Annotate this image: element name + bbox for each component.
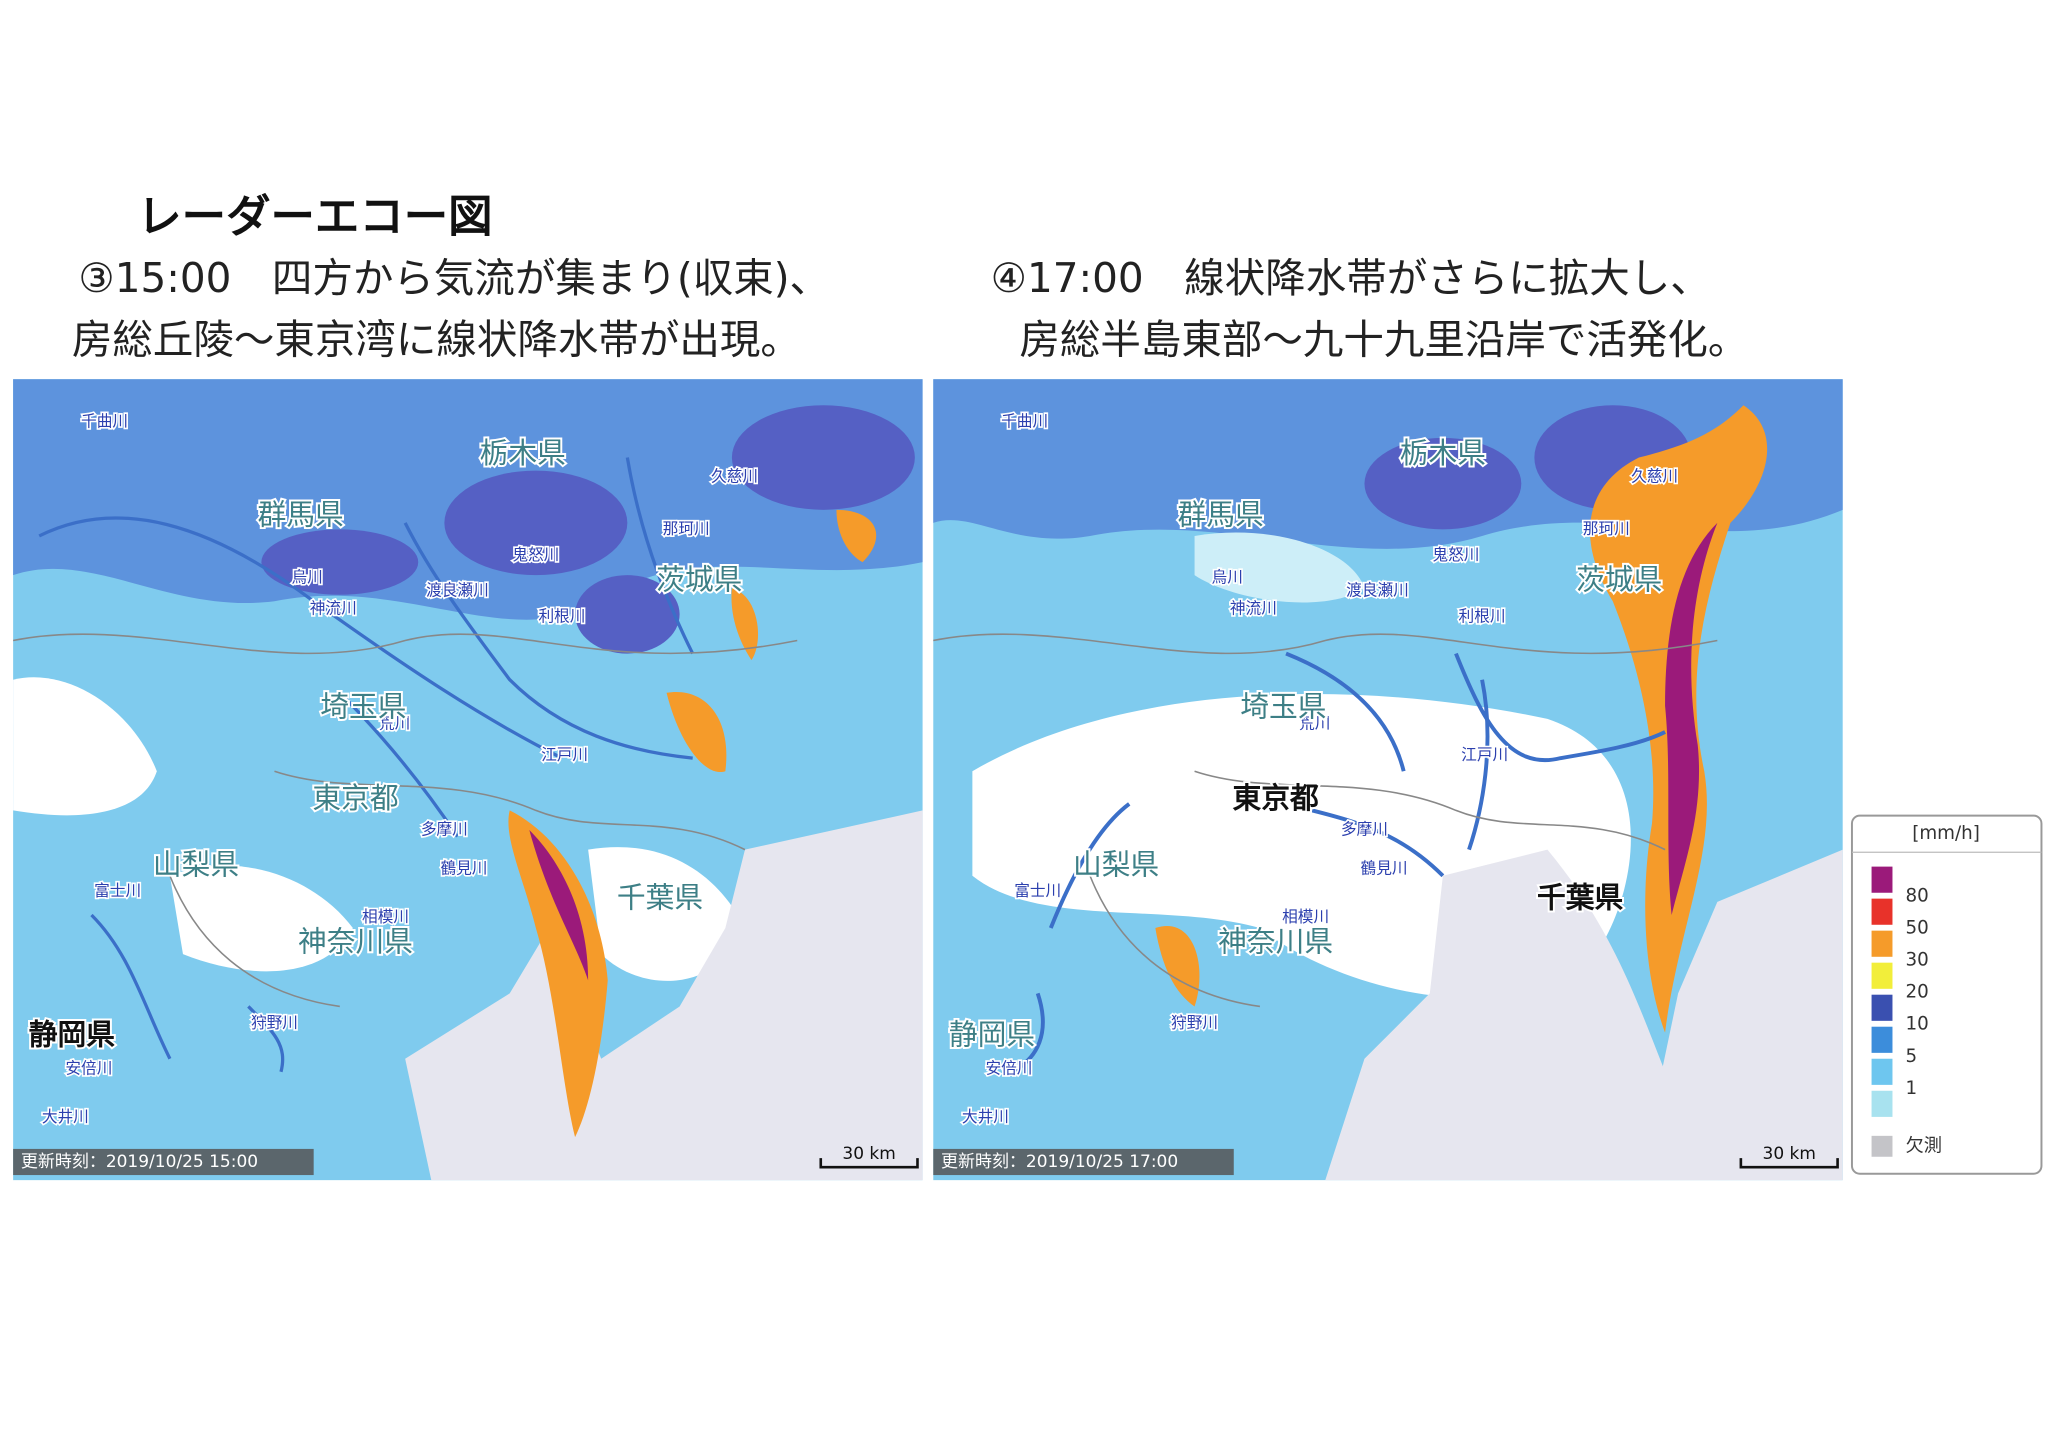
river-label: 荒川 [379,714,410,733]
legend-swatch [1871,866,1893,893]
river-label: 大井川 [42,1107,89,1126]
river-label: 渡良瀬川 [426,580,489,599]
caption: ④17:00 線状降水帯がさらに拡大し、 [991,254,1711,302]
legend-swatch [1871,1090,1893,1117]
legend-label: 20 [1906,982,1929,1003]
prefecture-label: 山梨県 [153,848,239,882]
prefecture-label: 東京都 [312,781,398,815]
timestamp: 更新時刻：2019/10/25 17:00 [941,1152,1178,1172]
prefecture-label: 群馬県 [257,497,343,531]
legend-swatch [1871,930,1893,957]
river-label: 江戸川 [541,745,588,764]
prefecture-label: 茨城県 [656,563,742,597]
river-label: 神流川 [1230,599,1277,618]
river-label: 相模川 [1282,907,1329,926]
prefecture-label: 千葉県 [617,880,703,914]
river-label: 渡良瀬川 [1346,580,1409,599]
legend-swatch [1871,1135,1893,1157]
prefecture-label: 千葉県 [1537,880,1624,914]
prefecture-label: 茨城県 [1576,563,1662,597]
river-label: 久慈川 [711,467,758,486]
legend-swatch [1871,898,1893,925]
legend-label: 5 [1906,1046,1918,1067]
legend-label: 10 [1906,1014,1929,1035]
river-label: 多摩川 [1341,820,1388,839]
prefecture-label: 埼玉県 [1240,689,1326,723]
river-label: 烏川 [291,567,322,586]
prefecture-label: 栃木県 [1400,436,1486,470]
legend-swatch [1871,1058,1893,1085]
prefecture-label: 山梨県 [1073,848,1159,882]
river-label: 安倍川 [985,1059,1032,1078]
river-label: 狩野川 [1171,1013,1218,1032]
scale-bar [1739,1158,1839,1169]
prefecture-label: 東京都 [1232,781,1319,815]
caption: ③15:00 四方から気流が集まり(収束)、 [78,254,830,302]
prefecture-label: 栃木県 [480,436,566,470]
title: レーダーエコー図 [137,192,492,243]
prefecture-label: 神奈川県 [298,925,413,959]
legend-label: 1 [1906,1078,1918,1099]
prefecture-label: 神奈川県 [1218,925,1333,959]
prefecture-label: 静岡県 [949,1018,1035,1052]
prefecture-label: 静岡県 [29,1018,115,1052]
legend: [mm/h] 80 50 30 20 10 5 1 欠測 [1850,814,2043,1175]
legend-label: 欠測 [1906,1135,1943,1156]
legend-swatch [1871,962,1893,989]
timestamp-box [933,1148,1234,1176]
river-label: 富士川 [94,881,141,900]
river-label: 久慈川 [1631,467,1678,486]
river-label: 多摩川 [421,820,468,839]
legend-swatch [1871,1026,1893,1053]
timestamp-box [13,1148,314,1176]
river-label: 鬼怒川 [1432,545,1479,564]
prefecture-label: 埼玉県 [320,689,406,723]
river-label: 安倍川 [65,1059,112,1078]
river-label: 狩野川 [251,1013,298,1032]
caption: 房総丘陵〜東京湾に線状降水帯が出現。 [72,316,801,364]
river-label: 富士川 [1014,881,1061,900]
legend-label: 80 [1906,886,1929,907]
prefecture-label: 群馬県 [1178,497,1264,531]
river-label: 荒川 [1299,714,1330,733]
river-label: 那珂川 [1583,519,1630,538]
river-label: 千曲川 [1001,412,1048,431]
scale-label: 30 km [842,1144,895,1164]
legend-swatch [1871,994,1893,1021]
timestamp: 更新時刻：2019/10/25 15:00 [21,1152,258,1172]
river-label: 江戸川 [1461,745,1508,764]
river-label: 利根川 [538,606,585,625]
legend-label: 30 [1906,950,1929,971]
river-label: 鶴見川 [440,859,487,878]
river-label: 鬼怒川 [512,545,559,564]
legend-title: [mm/h] [1912,823,1980,844]
river-label: 那珂川 [663,519,710,538]
river-label: 鶴見川 [1361,859,1408,878]
caption: 房総半島東部〜九十九里沿岸で活発化。 [1019,316,1748,364]
legend-label: 50 [1906,918,1929,939]
scale-label: 30 km [1763,1144,1816,1164]
river-label: 利根川 [1459,606,1506,625]
scale-bar [819,1158,919,1169]
river-label: 神流川 [310,599,357,618]
river-label: 烏川 [1212,567,1243,586]
river-label: 大井川 [962,1107,1009,1126]
river-label: 相模川 [362,907,409,926]
river-label: 千曲川 [81,412,128,431]
